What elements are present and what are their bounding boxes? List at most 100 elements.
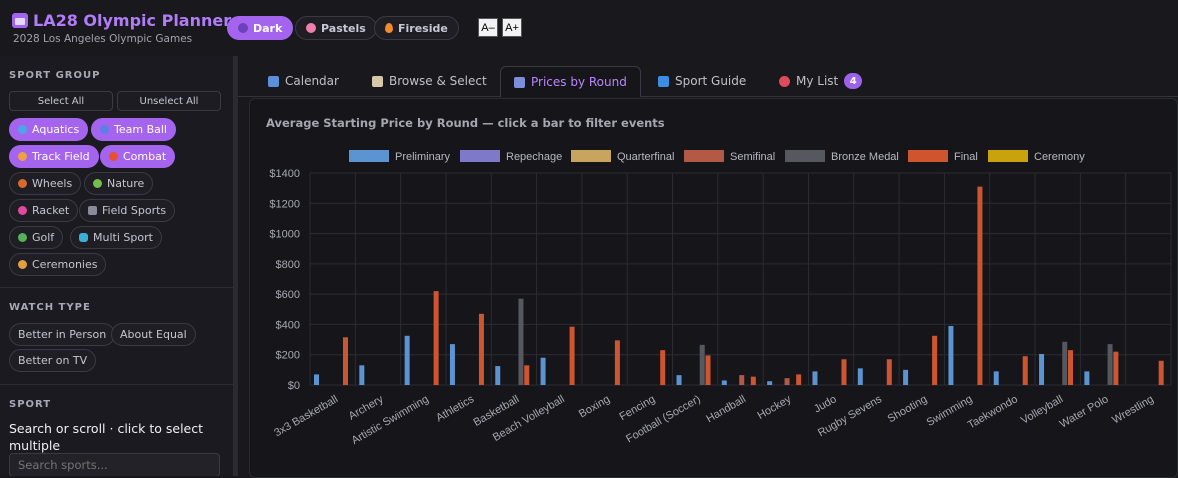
section-divider: [0, 384, 233, 385]
group-chip-aquatics[interactable]: Aquatics: [9, 118, 89, 141]
bar-preliminary[interactable]: [404, 335, 410, 385]
flower-icon: [306, 23, 316, 33]
group-chip-wheels[interactable]: Wheels: [9, 172, 82, 195]
bar-bronze-medal[interactable]: [518, 298, 524, 385]
legend-label[interactable]: Preliminary: [395, 151, 451, 163]
bar-preliminary[interactable]: [1039, 353, 1045, 385]
bar-final[interactable]: [614, 340, 620, 385]
bar-final[interactable]: [705, 355, 711, 385]
group-chip-track-field[interactable]: Track Field: [9, 145, 99, 168]
bar-preliminary[interactable]: [721, 380, 727, 385]
unselect-all-button[interactable]: Unselect All: [117, 91, 221, 111]
bar-preliminary[interactable]: [1084, 371, 1090, 385]
tab-underline: [238, 96, 1178, 97]
group-chip-ceremonies[interactable]: Ceremonies: [9, 253, 107, 276]
legend-swatch-quarterfinal[interactable]: [571, 150, 611, 162]
group-chip-field-sports[interactable]: Field Sports: [79, 199, 176, 222]
sport-search-input[interactable]: [9, 453, 220, 476]
bar-preliminary[interactable]: [767, 381, 773, 385]
legend-swatch-bronze-medal[interactable]: [785, 150, 825, 162]
chart-title: Average Starting Price by Round — click …: [266, 116, 665, 130]
group-chip-nature[interactable]: Nature: [84, 172, 154, 195]
group-chip-golf[interactable]: Golf: [9, 226, 64, 249]
app-title: LA28 Olympic Planner: [12, 11, 231, 30]
tab-browse-select[interactable]: Browse & Select: [359, 66, 500, 96]
group-chip-combat[interactable]: Combat: [100, 145, 176, 168]
calendar-icon: [268, 75, 279, 87]
x-tick-label: Shooting: [886, 393, 930, 425]
bar-final[interactable]: [750, 376, 756, 385]
legend-label[interactable]: Repechage: [506, 151, 562, 163]
tab-prices-by-round[interactable]: Prices by Round: [500, 66, 641, 97]
legend-label[interactable]: Bronze Medal: [831, 151, 899, 163]
group-chip-multi-sport[interactable]: Multi Sport: [70, 226, 162, 249]
bar-final[interactable]: [932, 335, 938, 385]
bar-preliminary[interactable]: [903, 369, 909, 385]
x-tick-label: Judo: [812, 393, 839, 415]
chip-label: Golf: [32, 231, 55, 244]
bar-preliminary[interactable]: [812, 371, 818, 385]
bar-final[interactable]: [886, 359, 892, 385]
select-all-button[interactable]: Select All: [9, 91, 113, 111]
tab-my-list[interactable]: My List 4: [766, 66, 875, 96]
legend-swatch-preliminary[interactable]: [349, 150, 389, 162]
bar-final[interactable]: [569, 326, 575, 385]
group-chip-racket[interactable]: Racket: [9, 199, 79, 222]
y-tick-label: $1400: [269, 168, 300, 180]
legend-label[interactable]: Final: [954, 151, 978, 163]
bar-preliminary[interactable]: [857, 368, 863, 385]
bar-preliminary[interactable]: [993, 371, 999, 385]
legend-label[interactable]: Ceremony: [1034, 151, 1085, 163]
watch-chip-better-in-person[interactable]: Better in Person: [9, 323, 116, 346]
bar-preliminary[interactable]: [948, 325, 954, 385]
theme-fireside-button[interactable]: Fireside: [374, 16, 459, 40]
bar-final[interactable]: [977, 186, 983, 385]
racket-icon: [18, 206, 27, 215]
font-larger-button[interactable]: A+: [502, 18, 522, 37]
watch-chip-better-on-tv[interactable]: Better on TV: [9, 349, 97, 372]
legend-label[interactable]: Quarterfinal: [617, 151, 674, 163]
group-chip-team-ball[interactable]: Team Ball: [91, 118, 176, 141]
legend-label[interactable]: Semifinal: [730, 151, 775, 163]
bar-final[interactable]: [796, 374, 802, 385]
legend-swatch-ceremony[interactable]: [988, 150, 1028, 162]
bar-final[interactable]: [478, 313, 484, 385]
bar-preliminary[interactable]: [540, 357, 546, 385]
y-tick-label: $400: [276, 319, 300, 331]
bar-preliminary[interactable]: [449, 344, 455, 385]
stadium-icon: [88, 206, 97, 215]
legend-swatch-final[interactable]: [908, 150, 948, 162]
bar-preliminary[interactable]: [314, 374, 319, 385]
bar-preliminary[interactable]: [676, 375, 682, 385]
theme-pastels-button[interactable]: Pastels: [295, 16, 377, 40]
watch-chip-about-equal[interactable]: About Equal: [111, 323, 196, 346]
bar-final[interactable]: [524, 365, 530, 385]
bar-preliminary[interactable]: [359, 365, 365, 385]
tab-calendar[interactable]: Calendar: [255, 66, 352, 96]
bar-bronze-medal[interactable]: [699, 344, 705, 385]
bar-bronze-medal[interactable]: [1062, 341, 1068, 385]
bar-final[interactable]: [1022, 356, 1028, 385]
bar-semifinal[interactable]: [739, 375, 745, 385]
goggles-icon: [79, 233, 88, 242]
font-smaller-button[interactable]: A–: [478, 18, 498, 37]
bar-final[interactable]: [343, 337, 348, 385]
sidebar-resizer[interactable]: [234, 56, 238, 476]
theme-dark-button[interactable]: Dark: [227, 16, 294, 40]
bar-final[interactable]: [433, 291, 439, 385]
bar-final[interactable]: [1113, 351, 1119, 385]
bar-semifinal[interactable]: [784, 378, 790, 385]
bar-final[interactable]: [660, 350, 666, 385]
bar-bronze-medal[interactable]: [1107, 344, 1113, 385]
my-list-count-badge: 4: [844, 73, 863, 89]
tab-sport-guide[interactable]: Sport Guide: [645, 66, 759, 96]
chip-label: Nature: [107, 177, 145, 190]
y-tick-label: $200: [276, 350, 300, 362]
bar-preliminary[interactable]: [495, 366, 501, 385]
bike-icon: [18, 179, 27, 188]
legend-swatch-semifinal[interactable]: [684, 150, 724, 162]
bar-final[interactable]: [841, 359, 847, 385]
legend-swatch-repechage[interactable]: [460, 150, 500, 162]
bar-final[interactable]: [1158, 360, 1164, 385]
bar-final[interactable]: [1068, 350, 1074, 385]
